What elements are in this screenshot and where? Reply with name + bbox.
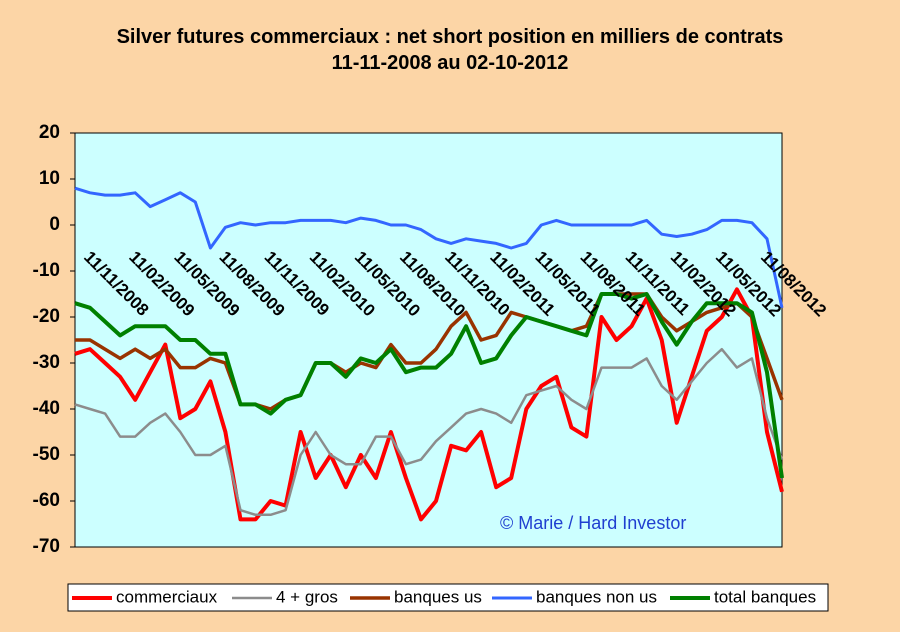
series-line bbox=[74, 347, 784, 517]
plot bbox=[74, 186, 784, 522]
y-tick-label: 0 bbox=[49, 214, 60, 235]
y-tick-label: -20 bbox=[33, 306, 60, 327]
chart-subtitle: 11-11-2008 au 02-10-2012 bbox=[331, 52, 569, 74]
legend-label: commerciaux bbox=[116, 587, 218, 606]
y-tick-label: -10 bbox=[33, 260, 60, 281]
legend-label: banques us bbox=[394, 587, 482, 606]
y-tick-label: -60 bbox=[33, 490, 60, 511]
legend-label: banques non us bbox=[536, 587, 657, 606]
title-block: Silver futures commerciaux : net short p… bbox=[100, 24, 800, 76]
annotation: © Marie / Hard Investor bbox=[500, 513, 686, 533]
legend-label: 4 + gros bbox=[276, 587, 338, 606]
series-line bbox=[75, 292, 784, 411]
series-line bbox=[74, 186, 784, 309]
y-tick-label: -40 bbox=[33, 398, 60, 419]
y-tick-label: 10 bbox=[39, 168, 60, 189]
y-tick-label: -50 bbox=[33, 444, 60, 465]
y-tick-label: 20 bbox=[39, 122, 60, 143]
legend-label: total banques bbox=[714, 587, 816, 606]
series-line bbox=[74, 287, 784, 522]
chart-title: Silver futures commerciaux : net short p… bbox=[116, 26, 784, 48]
y-tick-label: -70 bbox=[33, 536, 60, 557]
series-line bbox=[74, 292, 784, 479]
y-tick-label: -30 bbox=[33, 352, 60, 373]
